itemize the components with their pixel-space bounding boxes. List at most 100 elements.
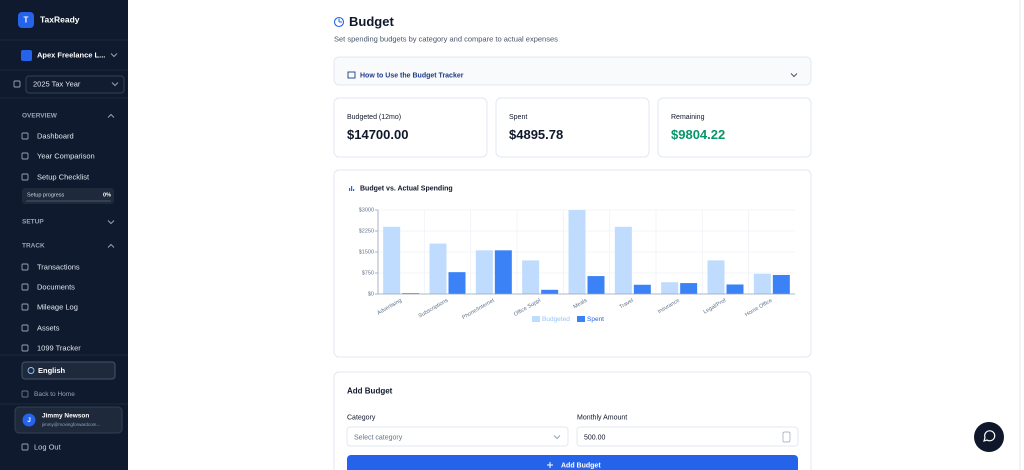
- chart-icon: [353, 189, 355, 191]
- legend-label: Spent: [587, 316, 604, 323]
- chart-title: Budget vs. Actual Spending: [360, 185, 453, 192]
- business-name[interactable]: Apex Freelance L...: [37, 50, 105, 59]
- header-icon: [333, 16, 345, 28]
- nav-item[interactable]: Transactions: [37, 262, 80, 271]
- bar: [448, 272, 466, 294]
- y-tick-label: $0: [368, 291, 374, 297]
- bar: [429, 243, 447, 294]
- y-tick-label: $2250: [359, 228, 374, 234]
- bar: [753, 273, 771, 294]
- bar: [568, 210, 586, 294]
- business-icon: [21, 50, 32, 61]
- bar: [541, 289, 559, 294]
- bar: [661, 282, 679, 294]
- bar: [707, 260, 725, 294]
- nav-icon: [21, 263, 29, 271]
- brand: TaxReady: [40, 14, 80, 24]
- bar: [522, 260, 540, 294]
- legend-swatch: [532, 316, 540, 322]
- globe-icon: [27, 367, 35, 374]
- nav-icon: [21, 173, 29, 181]
- stat-value: $14700.00: [347, 127, 408, 142]
- bar: [680, 283, 698, 294]
- category-select[interactable]: [346, 426, 569, 447]
- chart-icon: [351, 186, 353, 191]
- stat-card: [657, 97, 812, 158]
- avatar-initial: J: [27, 417, 31, 424]
- nav-item[interactable]: Dashboard: [37, 131, 74, 140]
- tax-year: 2025 Tax Year: [33, 79, 81, 88]
- y-tick-label: $3000: [359, 207, 374, 213]
- nav-item[interactable]: Mileage Log: [37, 302, 78, 311]
- nav-icon: [21, 132, 29, 140]
- amount-value: 500.00: [584, 434, 606, 441]
- bar: [587, 276, 605, 294]
- y-tick-label: $1500: [359, 249, 374, 255]
- logo-letter: T: [24, 16, 29, 25]
- field-label: Monthly Amount: [577, 414, 627, 421]
- book-icon: [347, 71, 356, 79]
- section-title[interactable]: SETUP: [22, 219, 44, 226]
- stat-label: Budgeted (12mo): [347, 114, 401, 121]
- stat-label: Spent: [509, 114, 527, 121]
- progress-track: [26, 200, 111, 202]
- stat-card: [495, 97, 650, 158]
- logout[interactable]: Log Out: [34, 442, 62, 451]
- amount-input[interactable]: [576, 426, 799, 447]
- guide-title: How to Use the Budget Tracker: [360, 72, 464, 79]
- nav-item[interactable]: Year Comparison: [37, 151, 95, 160]
- guide-accordion[interactable]: [333, 56, 812, 86]
- nav-icon: [21, 152, 29, 160]
- page-subtitle: Set spending budgets by category and com…: [334, 34, 558, 43]
- nav-item[interactable]: Setup Checklist: [37, 172, 90, 181]
- chevron-icon: [111, 82, 119, 87]
- logo-badge: [18, 12, 34, 28]
- submit-label: Add Budget: [561, 462, 601, 469]
- nav-icon: [21, 283, 29, 291]
- section-title[interactable]: TRACK: [22, 243, 45, 250]
- chat-icon: [983, 430, 996, 442]
- section-title[interactable]: OVERVIEW: [22, 113, 58, 120]
- chevron-icon: [790, 73, 798, 78]
- nav-item[interactable]: Documents: [37, 282, 75, 291]
- chart-icon: [349, 188, 351, 191]
- form-title: Add Budget: [347, 387, 393, 396]
- bar: [772, 274, 790, 294]
- stat-card: [333, 97, 488, 158]
- page-title: Budget: [349, 14, 394, 29]
- nav-item[interactable]: Assets: [37, 323, 60, 332]
- bar: [475, 250, 493, 294]
- bar: [633, 284, 651, 294]
- progress-label: Setup progress: [27, 192, 65, 198]
- nav-icon: [21, 390, 29, 398]
- stat-value: $9804.22: [671, 127, 725, 142]
- spinner: [782, 431, 791, 443]
- submit-button[interactable]: [347, 455, 798, 470]
- nav-icon: [13, 80, 21, 88]
- language-button[interactable]: [21, 361, 116, 380]
- bar: [726, 284, 744, 294]
- legend-swatch: [577, 316, 585, 322]
- nav-item[interactable]: 1099 Tracker: [37, 343, 81, 352]
- language: English: [38, 366, 66, 375]
- nav-icon: [21, 344, 29, 352]
- header-icon-hand: [338, 18, 342, 23]
- chevron-icon: [107, 243, 115, 248]
- user-email: jimmy@movingforwardcom...: [41, 422, 100, 427]
- back-home[interactable]: Back to Home: [34, 391, 75, 398]
- tax-year-select[interactable]: [25, 75, 125, 94]
- chat-button[interactable]: [974, 422, 1004, 452]
- nav-icon: [21, 443, 29, 451]
- chevron-icon: [110, 53, 118, 58]
- legend-label: Budgeted: [542, 316, 570, 323]
- bar: [402, 293, 420, 294]
- progress-value: 0%: [103, 192, 111, 198]
- chevron-icon: [553, 435, 561, 440]
- bar: [494, 250, 512, 294]
- y-tick-label: $750: [362, 270, 374, 276]
- plus-icon: [547, 462, 553, 468]
- user-box: [14, 406, 123, 434]
- chevron-icon: [107, 220, 115, 225]
- nav-icon: [21, 324, 29, 332]
